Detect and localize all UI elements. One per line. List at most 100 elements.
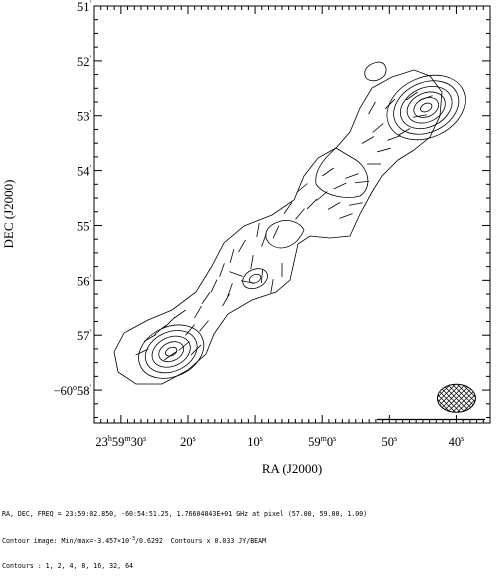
vector [397, 128, 411, 136]
contour-ring [158, 341, 184, 363]
vector [322, 167, 334, 177]
x-tick-label: 59m0s [308, 434, 336, 449]
beam-ellipse [436, 383, 476, 413]
vector [377, 147, 391, 153]
contour-ring [393, 80, 460, 135]
footer-line-2-pre: Contour image: Min/max=-3.457×10 [2, 537, 130, 546]
vector [229, 249, 235, 263]
vector [270, 279, 274, 293]
vector [387, 135, 401, 141]
footer-info: RA, DEC, FREQ = 23:59:02.850, -60:54:51.… [2, 494, 367, 578]
contour-ring [242, 268, 268, 290]
vector [241, 280, 255, 284]
contour-ring [420, 102, 433, 113]
vector [229, 271, 243, 277]
vector [316, 191, 328, 201]
plot-frame [93, 5, 491, 424]
y-axis-title: DEC (J2000) [1, 180, 16, 249]
x-tick-label: 23h59m30s [95, 434, 146, 449]
x-tick-label: 50s [382, 434, 398, 449]
vector [333, 182, 347, 190]
contour-ring [406, 91, 446, 124]
vector [339, 213, 353, 219]
x-tick-labels: 23h59m30s 20s 10s 59m0s 50s 40s [95, 434, 464, 449]
vector [261, 233, 267, 247]
contour-outer [113, 69, 443, 385]
radio-contour-plot: 23h59m30s 20s 10s 59m0s 50s 40s 51' 52' 53' 54' 5… [1, 0, 491, 476]
vector [419, 95, 433, 101]
x-tick-label: 40s [449, 434, 465, 449]
vector [164, 316, 176, 328]
vector [190, 344, 202, 356]
vector [260, 268, 264, 284]
vector [135, 348, 149, 356]
beam-hatch-line [437, 384, 472, 413]
contour-island [364, 61, 387, 82]
y-tick-label: 53' [77, 109, 92, 124]
vector [372, 123, 384, 133]
vector [154, 325, 166, 335]
vector [143, 334, 157, 342]
contour-lines [113, 61, 466, 385]
vector [199, 320, 209, 332]
contour-ring [400, 85, 453, 130]
vector [210, 279, 218, 293]
contour-inner-ridge [315, 147, 369, 198]
vector [201, 292, 211, 304]
vector [296, 183, 308, 193]
contour-ring [248, 273, 262, 284]
x-tick-label: 20s [180, 434, 196, 449]
beam-hatch-line [437, 384, 476, 413]
footer-line-2-post: /0.6292 Contours x 0.033 JY/BEAM [135, 537, 267, 546]
y-tick-label: 52' [77, 54, 92, 69]
polarization-vectors [135, 91, 433, 361]
y-tick-label: 56' [77, 273, 92, 288]
vector [368, 101, 376, 115]
y-tick-label: 51' [77, 0, 92, 14]
vector [222, 293, 230, 307]
vector [272, 225, 280, 239]
vector [164, 351, 176, 361]
contour-ring [165, 346, 178, 357]
beam-hatch [437, 384, 476, 413]
contour-ring [386, 74, 466, 141]
vector [413, 114, 427, 118]
vector [406, 91, 418, 101]
footer-line-3: Contours : 1, 2, 4, 8, 16, 32, 64 [2, 561, 134, 570]
vector [327, 202, 341, 210]
contour-ring [151, 335, 191, 368]
vector [384, 98, 396, 110]
x-axis-title: RA (J2000) [262, 461, 322, 476]
vector [256, 223, 260, 237]
vector [178, 341, 190, 351]
vector [361, 136, 375, 144]
beam-hatch-line [437, 384, 476, 413]
y-tick-label: −60o58' [53, 383, 91, 398]
vector [283, 202, 293, 214]
beam-hatch-line [437, 384, 476, 413]
beam-outline [436, 383, 476, 413]
y-tick-label: 57' [77, 328, 92, 343]
axis-ticks [94, 5, 490, 423]
vector [238, 239, 246, 253]
contour-hole [265, 220, 305, 249]
vector [227, 283, 233, 297]
vector [194, 305, 202, 319]
beam-hatch-line [437, 384, 476, 413]
vector [174, 309, 186, 319]
x-tick-label: 10s [247, 434, 263, 449]
vector [185, 324, 195, 336]
vector [250, 255, 254, 269]
vector [345, 173, 359, 179]
beam-hatch-line [441, 384, 476, 413]
vector [354, 180, 370, 184]
vector [219, 263, 225, 277]
beam-hatch-line [437, 384, 476, 413]
footer-line-1: RA, DEC, FREQ = 23:59:02.850, -60:54:51.… [2, 510, 368, 519]
y-tick-label: 54' [77, 164, 92, 179]
vector [306, 198, 318, 210]
vector [349, 202, 363, 206]
y-tick-label: 55' [77, 218, 92, 233]
contour-ring [144, 330, 198, 374]
vector [295, 208, 305, 220]
